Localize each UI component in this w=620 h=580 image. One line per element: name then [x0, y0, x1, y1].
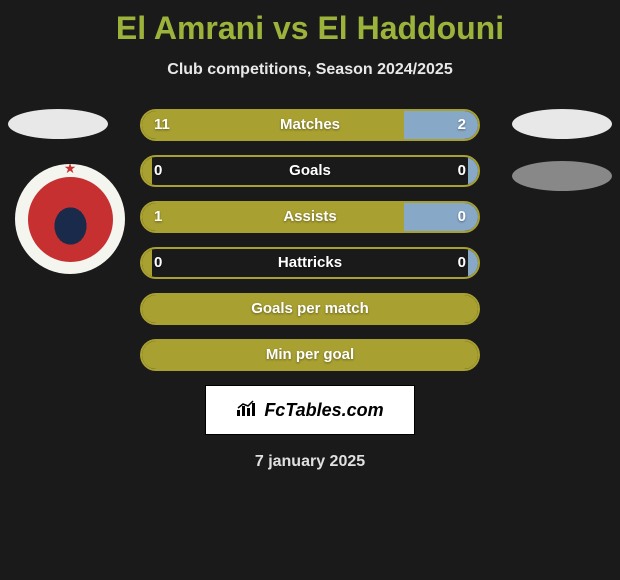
- player-badge-left: [8, 109, 108, 139]
- stat-value-right: 0: [458, 157, 466, 185]
- stat-bars: Matches112Goals00Assists10Hattricks00Goa…: [140, 109, 480, 371]
- stat-value-right: 0: [458, 203, 466, 231]
- club-logo: ★ OCS: [15, 164, 125, 274]
- stat-row: Assists1 0: [140, 201, 480, 233]
- club-logo-text: OCS: [30, 185, 111, 196]
- stat-label: Matches: [142, 111, 478, 139]
- chart-icon: [236, 399, 258, 422]
- stat-row: Goals0 0: [140, 155, 480, 187]
- stat-value-left: 0: [154, 157, 162, 185]
- star-icon: ★: [15, 164, 125, 177]
- date-line: 7 january 2025: [0, 453, 620, 471]
- stat-row: Min per goal: [140, 339, 480, 371]
- stat-row: Matches11 2: [140, 109, 480, 141]
- brand-badge[interactable]: FcTables.com: [205, 385, 415, 435]
- stat-label: Goals per match: [142, 295, 478, 323]
- comparison-content: ★ OCS Matches112Goals00Assists10Hattrick…: [0, 109, 620, 471]
- stat-value-right: 2: [458, 111, 466, 139]
- stat-value-left: 1: [154, 203, 162, 231]
- player-badge-right-1: [512, 109, 612, 139]
- stat-row: Goals per match: [140, 293, 480, 325]
- player-badge-right-2: [512, 161, 612, 191]
- stat-value-left: 11: [154, 111, 170, 139]
- stat-label: Min per goal: [142, 341, 478, 369]
- stat-label: Assists: [142, 203, 478, 231]
- stat-value-left: 0: [154, 249, 162, 277]
- stat-label: Hattricks: [142, 249, 478, 277]
- stat-row: Hattricks0 0: [140, 247, 480, 279]
- subtitle: Club competitions, Season 2024/2025: [0, 61, 620, 79]
- page-title: El Amrani vs El Haddouni: [0, 0, 620, 47]
- stat-label: Goals: [142, 157, 478, 185]
- club-logo-inner: OCS: [28, 177, 113, 262]
- stat-value-right: 0: [458, 249, 466, 277]
- brand-text: FcTables.com: [264, 400, 383, 421]
